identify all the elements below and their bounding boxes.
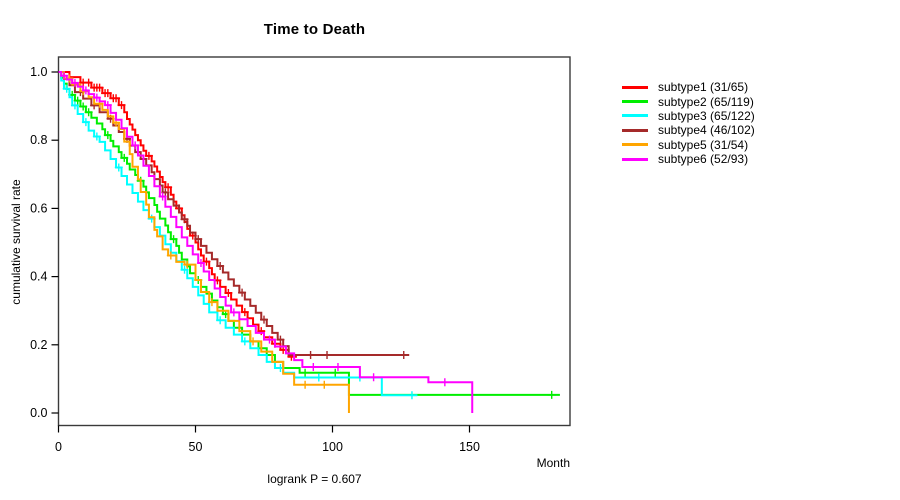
y-tick-label: 0.6 bbox=[30, 201, 47, 215]
x-tick-label: 0 bbox=[55, 440, 62, 454]
km-curve-subtype6 bbox=[58, 71, 474, 413]
legend: subtype1 (31/65) subtype2 (65/119) subtype… bbox=[622, 80, 755, 166]
legend-item-subtype1: subtype1 (31/65) bbox=[622, 80, 755, 94]
legend-item-subtype3: subtype3 (65/122) bbox=[622, 109, 755, 123]
y-tick-label: 0.4 bbox=[30, 270, 47, 284]
y-tick-label: 0.2 bbox=[30, 338, 47, 352]
km-curve-subtype5 bbox=[58, 71, 350, 413]
km-curve-subtype2 bbox=[58, 71, 560, 396]
censor-marks-subtype3 bbox=[62, 84, 416, 400]
x-tick-label: 50 bbox=[189, 440, 203, 454]
x-tick-label: 100 bbox=[322, 440, 343, 454]
censor-marks-subtype2 bbox=[68, 90, 556, 399]
censor-marks-subtype5 bbox=[65, 74, 329, 389]
plot-title: Time to Death bbox=[263, 21, 366, 38]
legend-item-subtype4: subtype4 (46/102) bbox=[622, 123, 755, 137]
legend-label: subtype2 (65/119) bbox=[658, 94, 754, 109]
legend-item-subtype5: subtype5 (31/54) bbox=[622, 138, 755, 152]
legend-line-swatch bbox=[622, 157, 648, 161]
legend-label: subtype5 (31/54) bbox=[658, 137, 749, 152]
y-tick-label: 1.0 bbox=[30, 65, 47, 79]
legend-line-swatch bbox=[622, 114, 648, 118]
plot-box bbox=[57, 56, 571, 427]
x-tick-label: 150 bbox=[459, 440, 480, 454]
legend-line-swatch bbox=[622, 100, 648, 104]
legend-line-swatch bbox=[622, 85, 648, 89]
y-axis-label: cumulative survival rate bbox=[9, 179, 23, 305]
y-tick-label: 0.0 bbox=[30, 406, 47, 420]
x-axis-label: Month bbox=[536, 456, 570, 470]
logrank-p-value: logrank P = 0.607 bbox=[267, 472, 362, 486]
y-tick-label: 0.8 bbox=[30, 133, 47, 147]
censor-marks-subtype6 bbox=[59, 71, 449, 387]
legend-item-subtype2: subtype2 (65/119) bbox=[622, 94, 755, 109]
censor-marks-subtype4 bbox=[76, 88, 408, 360]
legend-label: subtype1 (31/65) bbox=[658, 80, 749, 95]
legend-label: subtype6 (52/93) bbox=[658, 152, 749, 167]
legend-label: subtype4 (46/102) bbox=[658, 123, 755, 138]
legend-line-swatch bbox=[622, 143, 648, 147]
legend-item-subtype6: subtype6 (52/93) bbox=[622, 152, 755, 166]
legend-label: subtype3 (65/122) bbox=[658, 108, 755, 123]
legend-line-swatch bbox=[622, 128, 648, 132]
